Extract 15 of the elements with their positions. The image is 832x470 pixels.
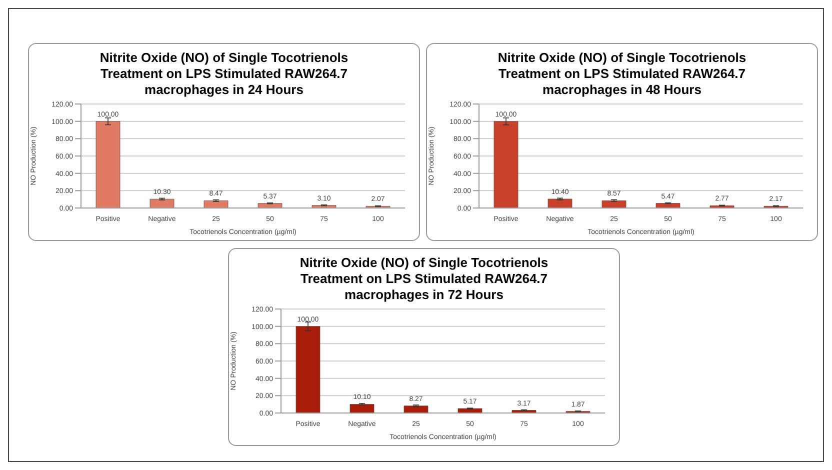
bar (96, 121, 120, 208)
bar (204, 200, 228, 208)
bar (150, 198, 174, 208)
bar (458, 408, 482, 413)
bar (404, 406, 428, 413)
bar (602, 200, 626, 208)
bar (494, 121, 518, 208)
bar (656, 203, 680, 208)
chart-title: Nitrite Oxide (NO) of Single Tocotrienols Treatment on LPS Stimulated RAW264.7 macrophages in 72 Hours (298, 254, 550, 303)
bar (548, 198, 572, 208)
bar (296, 326, 320, 413)
bar (350, 404, 374, 413)
chart-title: Nitrite Oxide (NO) of Single Tocotrienols Treatment on LPS Stimulated RAW264.7 macrophages in 24 Hours (98, 49, 350, 98)
bar (258, 203, 282, 208)
chart-title: Nitrite Oxide (NO) of Single Tocotrienols Treatment on LPS Stimulated RAW264.7 macrophages in 48 Hours (496, 49, 748, 98)
